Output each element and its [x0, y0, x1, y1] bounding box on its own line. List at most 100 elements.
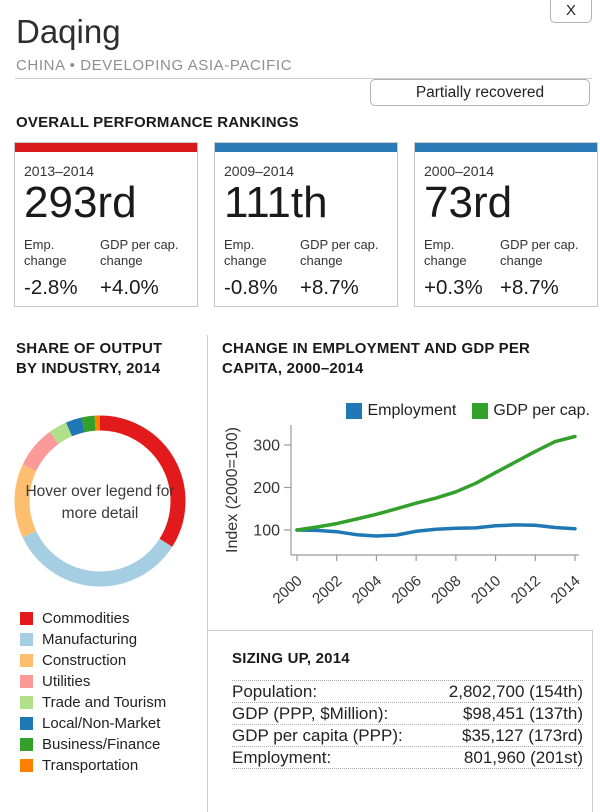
sizing-right-border	[592, 630, 593, 812]
gdp-change-label: GDP per cap. change	[300, 237, 379, 268]
gdp-change-value: +8.7%	[300, 276, 359, 299]
commodities-swatch-icon	[20, 612, 33, 625]
table-row-gdp: GDP (PPP, $Million): $98,451 (137th)	[232, 703, 583, 725]
row-label: Population:	[232, 681, 318, 701]
card-labels: Emp. change GDP per cap. change	[424, 237, 588, 269]
legend-item-gdp-per-cap[interactable]: GDP per cap.	[472, 400, 590, 421]
card-color-bar	[215, 143, 397, 152]
close-button[interactable]: X	[550, 0, 592, 23]
ranking-card-2009-2014: 2009–2014 111th Emp. change GDP per cap.…	[214, 142, 398, 307]
trade-tourism-swatch-icon	[20, 696, 33, 709]
y-tick-label: 100	[253, 523, 280, 540]
emp-change-label: Emp. change	[224, 237, 267, 268]
gdp-change-label: GDP per cap. change	[100, 237, 179, 268]
legend-item-employment[interactable]: Employment	[346, 400, 456, 421]
ranking-card-2013-2014: 2013–2014 293rd Emp. change GDP per cap.…	[14, 142, 198, 307]
business-finance-swatch-icon	[20, 738, 33, 751]
legend-label: Employment	[367, 401, 457, 419]
table-row-gdp-per-capita: GDP per capita (PPP): $35,127 (173rd)	[232, 725, 583, 747]
emp-change-value: +0.3%	[424, 276, 483, 299]
table-row-employment: Employment: 801,960 (201st)	[232, 747, 583, 769]
legend-item-transportation[interactable]: Transportation	[20, 755, 166, 776]
legend-label: Commodities	[42, 610, 130, 627]
x-tick-label: 2004	[349, 572, 385, 607]
card-body: 2009–2014 111th Emp. change GDP per cap.…	[215, 163, 397, 299]
gdp-per-cap-swatch-icon	[472, 402, 489, 419]
card-labels: Emp. change GDP per cap. change	[24, 237, 188, 269]
gdp-change-value: +4.0%	[100, 276, 159, 299]
x-tick-label: 2010	[468, 572, 504, 607]
region-subtitle: CHINA • DEVELOPING ASIA-PACIFIC	[16, 57, 293, 74]
row-value: $98,451 (137th)	[462, 703, 583, 723]
legend-item-commodities[interactable]: Commodities	[20, 608, 166, 629]
legend-label: Transportation	[42, 757, 139, 774]
x-tick-label: 2002	[309, 572, 345, 607]
card-period: 2009–2014	[224, 163, 295, 179]
emp-change-label: Emp. change	[424, 237, 467, 268]
row-value: $35,127 (173rd)	[462, 725, 583, 745]
legend-item-trade-and-tourism[interactable]: Trade and Tourism	[20, 692, 166, 713]
donut-segment-trade-and-tourism	[49, 422, 73, 445]
line-gdp-per-cap-	[295, 434, 577, 532]
manufacturing-swatch-icon	[20, 633, 33, 646]
emp-change-value: -2.8%	[24, 276, 78, 299]
card-period: 2000–2014	[424, 163, 495, 179]
row-label: GDP per capita (PPP):	[232, 725, 403, 745]
card-rank: 111th	[224, 178, 328, 227]
row-label: GDP (PPP, $Million):	[232, 703, 389, 723]
legend-item-business-finance[interactable]: Business/Finance	[20, 734, 166, 755]
y-tick-label: 300	[253, 438, 280, 455]
table-row-population: Population: 2,802,700 (154th)	[232, 681, 583, 703]
donut-svg	[14, 415, 186, 587]
x-tick-label: 2008	[428, 572, 464, 607]
ranking-card-2000-2014: 2000–2014 73rd Emp. change GDP per cap. …	[414, 142, 598, 307]
card-values: -2.8% +4.0%	[24, 277, 188, 299]
card-period: 2013–2014	[24, 163, 95, 179]
utilities-swatch-icon	[20, 675, 33, 688]
x-tick-label: 2012	[508, 572, 544, 607]
legend-label: GDP per cap.	[493, 401, 590, 419]
row-label: Employment:	[232, 747, 332, 767]
legend-label: Local/Non-Market	[42, 715, 161, 732]
card-labels: Emp. change GDP per cap. change	[224, 237, 388, 269]
legend-item-utilities[interactable]: Utilities	[20, 671, 166, 692]
donut-segment-manufacturing	[22, 530, 173, 587]
page-title: Daqing	[16, 13, 121, 50]
transportation-swatch-icon	[20, 759, 33, 772]
local-non-market-swatch-icon	[20, 717, 33, 730]
industry-heading: SHARE OF OUTPUT BY INDUSTRY, 2014	[16, 340, 163, 377]
legend-item-local-non-market[interactable]: Local/Non-Market	[20, 713, 166, 734]
card-values: -0.8% +8.7%	[224, 277, 388, 299]
ranking-cards: 2013–2014 293rd Emp. change GDP per cap.…	[14, 142, 598, 307]
rankings-heading: OVERALL PERFORMANCE RANKINGS	[16, 114, 299, 131]
y-tick-label: 200	[253, 480, 280, 497]
card-rank: 73rd	[424, 178, 513, 227]
donut-segment-construction	[14, 464, 37, 538]
construction-swatch-icon	[20, 654, 33, 667]
recovery-status-badge[interactable]: Partially recovered	[370, 79, 590, 106]
legend-label: Construction	[42, 652, 127, 669]
emp-change-label: Emp. change	[24, 237, 67, 268]
line-chart-svg: Index (2000=100) 100 200 300 2000 2002 2004 200…	[224, 425, 584, 607]
row-value: 801,960 (201st)	[463, 747, 583, 767]
card-color-bar	[15, 143, 197, 152]
donut-segment-utilities	[22, 431, 59, 472]
row-value: 2,802,700 (154th)	[448, 681, 583, 701]
line-employment	[295, 523, 577, 538]
card-values: +0.3% +8.7%	[424, 277, 588, 299]
card-body: 2000–2014 73rd Emp. change GDP per cap. …	[415, 163, 597, 299]
legend-item-manufacturing[interactable]: Manufacturing	[20, 629, 166, 650]
employment-swatch-icon	[346, 402, 363, 419]
line-chart-legend: Employment GDP per cap.	[222, 400, 590, 421]
donut-center-hint: Hover over legend for more detail	[25, 483, 175, 522]
legend-label: Trade and Tourism	[42, 694, 167, 711]
y-axis-label: Index (2000=100)	[224, 427, 241, 553]
x-tick-label: 2000	[269, 572, 305, 607]
industry-donut-chart	[12, 413, 188, 589]
x-tick-label: 2014	[547, 572, 583, 607]
column-divider	[207, 335, 208, 812]
industry-legend: Commodities Manufacturing Construction U…	[20, 608, 166, 776]
legend-item-construction[interactable]: Construction	[20, 650, 166, 671]
gdp-change-value: +8.7%	[500, 276, 559, 299]
